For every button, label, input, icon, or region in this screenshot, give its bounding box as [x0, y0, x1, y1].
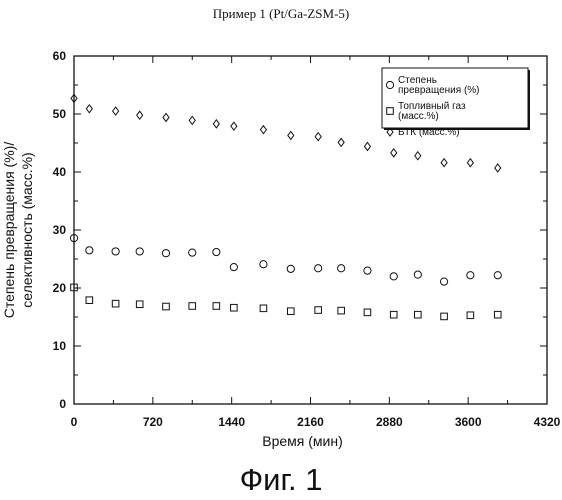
data-point — [494, 311, 501, 318]
legend: Степеньпревращения (%)Топливный газ(масс… — [382, 68, 530, 138]
data-point — [441, 313, 448, 320]
data-point — [213, 120, 219, 128]
data-point — [338, 265, 345, 272]
data-point — [315, 307, 322, 314]
data-point — [230, 264, 237, 271]
data-point — [287, 265, 294, 272]
y-axis-title-line: селективность (масс.%) — [19, 152, 35, 307]
data-point — [288, 131, 294, 139]
data-point — [112, 300, 119, 307]
y-tick-label: 10 — [53, 339, 67, 353]
y-tick-label: 20 — [53, 281, 67, 295]
axis-titles: Время (мин) Степень превращения (%)/селек… — [1, 142, 343, 449]
x-tick-label: 2160 — [297, 415, 324, 429]
data-point — [162, 250, 169, 257]
legend-label: превращения (%) — [398, 85, 480, 96]
legend-label: (масс.%) — [398, 111, 439, 122]
data-point — [86, 247, 93, 254]
y-tick-label: 60 — [53, 49, 67, 63]
x-tick-label: 720 — [143, 415, 163, 429]
data-point — [260, 305, 267, 312]
data-point — [494, 272, 501, 279]
data-point — [113, 107, 119, 115]
data-point — [189, 303, 196, 310]
data-point — [364, 309, 371, 316]
legend-item: БТК (масс.%) — [387, 127, 460, 138]
data-point — [260, 126, 266, 134]
data-point — [231, 304, 238, 311]
series-square — [71, 284, 501, 320]
data-point — [467, 312, 474, 319]
data-point — [189, 249, 196, 256]
data-point — [415, 311, 422, 318]
series-circle — [70, 235, 501, 286]
data-point — [467, 272, 474, 279]
data-point — [415, 152, 421, 160]
data-point — [315, 133, 321, 141]
data-point — [390, 311, 397, 318]
data-point — [287, 308, 294, 315]
legend-label: БТК (масс.%) — [398, 127, 460, 138]
data-point — [364, 142, 370, 150]
figure-caption: Фиг. 1 — [0, 462, 562, 498]
data-point — [163, 113, 169, 121]
x-tick-label: 4320 — [534, 415, 561, 429]
data-point — [338, 307, 345, 314]
data-point — [231, 122, 237, 130]
data-point — [391, 149, 397, 157]
data-point — [440, 278, 447, 285]
y-tick-label: 30 — [53, 223, 67, 237]
data-point — [390, 273, 397, 280]
data-point — [441, 159, 447, 167]
x-tick-label: 3600 — [455, 415, 482, 429]
data-point — [137, 111, 143, 119]
data-point — [189, 116, 195, 124]
data-point — [467, 159, 473, 167]
data-point — [495, 164, 501, 172]
data-point — [86, 105, 92, 113]
y-tick-label: 40 — [53, 165, 67, 179]
data-point — [86, 297, 93, 304]
x-tick-label: 0 — [71, 415, 78, 429]
data-point — [213, 303, 220, 310]
data-point — [112, 248, 119, 255]
x-tick-label: 1440 — [218, 415, 245, 429]
data-point — [163, 303, 170, 310]
data-point — [136, 301, 143, 308]
data-point — [213, 248, 220, 255]
data-point — [414, 271, 421, 278]
y-axis-title-line: Степень превращения (%)/ — [1, 142, 17, 319]
y-tick-label: 0 — [59, 397, 66, 411]
x-tick-label: 2880 — [376, 415, 403, 429]
data-point — [136, 248, 143, 255]
x-axis-title: Время (мин) — [262, 433, 343, 449]
data-point — [260, 261, 267, 268]
data-point — [338, 138, 344, 146]
data-point — [364, 267, 371, 274]
data-point — [315, 265, 322, 272]
y-tick-label: 50 — [53, 107, 67, 121]
